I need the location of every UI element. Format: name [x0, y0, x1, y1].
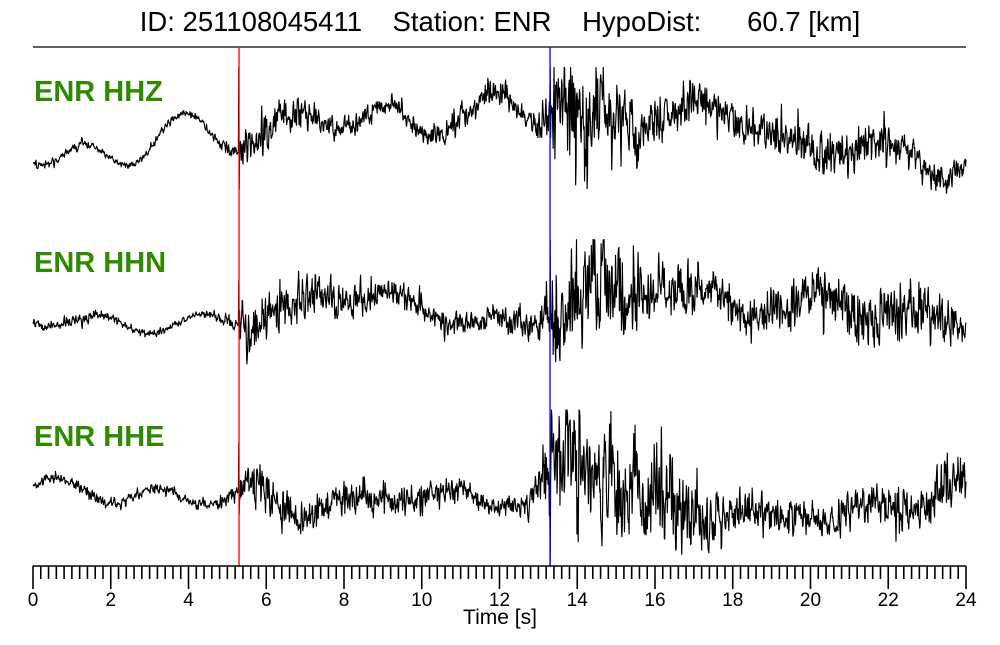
svg-text:10: 10: [411, 590, 432, 611]
svg-text:8: 8: [339, 590, 350, 611]
svg-text:6: 6: [261, 590, 272, 611]
svg-text:ENR HHZ: ENR HHZ: [34, 76, 163, 108]
svg-text:2: 2: [105, 590, 116, 611]
svg-text:24: 24: [955, 590, 977, 611]
svg-text:0: 0: [28, 590, 39, 611]
svg-text:ENR HHE: ENR HHE: [34, 421, 165, 453]
svg-text:20: 20: [800, 590, 821, 611]
svg-text:ENR HHN: ENR HHN: [34, 247, 166, 279]
svg-text:Time [s]: Time [s]: [463, 606, 537, 629]
svg-text:4: 4: [183, 590, 194, 611]
svg-text:14: 14: [567, 590, 589, 611]
svg-text:18: 18: [722, 590, 743, 611]
svg-text:ID: 251108045411 Station: E: ID: 251108045411 Station: ENR HypoDist: …: [140, 6, 860, 37]
svg-text:16: 16: [644, 590, 665, 611]
svg-text:22: 22: [878, 590, 899, 611]
